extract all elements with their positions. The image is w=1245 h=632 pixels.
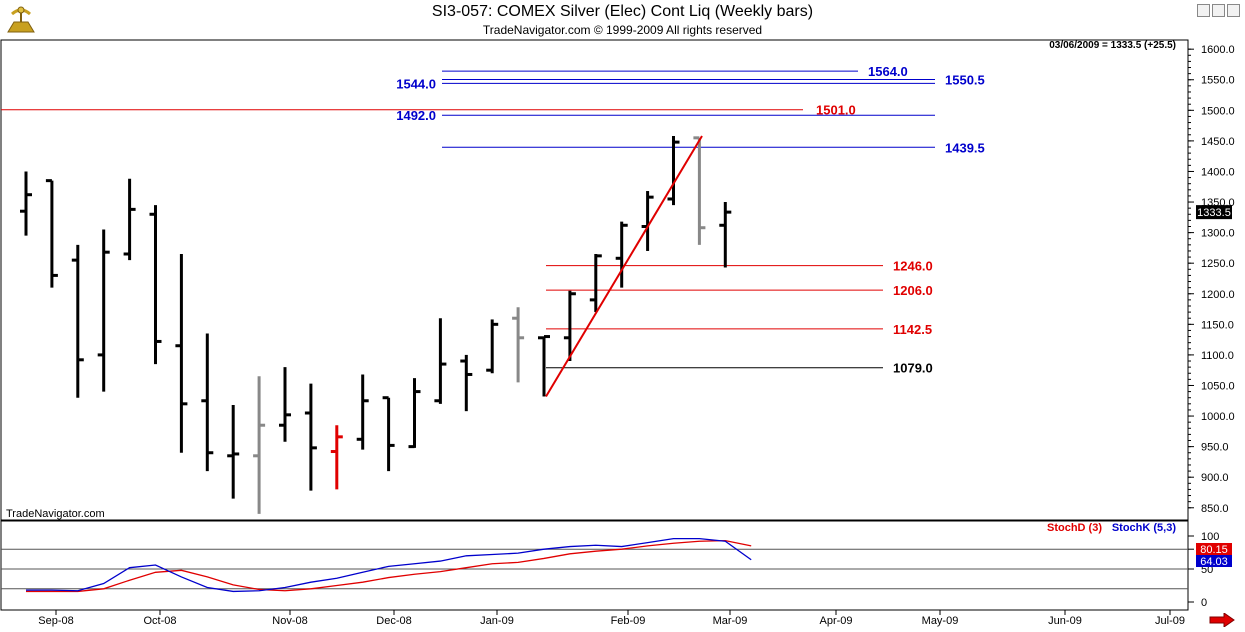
x-axis-label: Mar-09 [713, 615, 748, 627]
price-tick-label: 900.0 [1201, 472, 1229, 484]
stochastic-tick-label: 100 [1201, 531, 1219, 543]
price-tick-label: 1000.0 [1201, 411, 1235, 423]
stochastic-tick-label: 0 [1201, 597, 1207, 609]
price-tick-label: 1200.0 [1201, 289, 1235, 301]
chart-copyright: TradeNavigator.com © 1999-2009 All right… [482, 23, 763, 37]
stoch-k-value-box [1196, 555, 1232, 567]
stoch-d-value: 80.15 [1200, 544, 1228, 556]
price-tick-label: 850.0 [1201, 503, 1229, 515]
stochastic-series-line [26, 537, 752, 593]
x-axis-label: Sep-08 [38, 615, 73, 627]
scroll-right-arrow-icon[interactable] [1209, 612, 1235, 628]
level-label: 1439.5 [945, 140, 985, 155]
last-price-label: 1333.5 [1197, 207, 1231, 219]
stochastic-panel [0, 520, 1189, 611]
price-tick-label: 1250.0 [1201, 258, 1235, 270]
level-label: 1079.0 [893, 361, 933, 376]
level-label: 1501.0 [816, 103, 856, 118]
x-axis-label: Feb-09 [611, 615, 646, 627]
price-tick-label: 1500.0 [1201, 105, 1235, 117]
stoch-k-value: 64.03 [1200, 556, 1228, 568]
sextant-logo-icon [4, 4, 38, 36]
level-label: 1564.0 [868, 64, 908, 79]
legend-stoch-k: StochK (5,3) [1112, 522, 1177, 534]
minimize-button[interactable] [1197, 4, 1210, 17]
maximize-button[interactable] [1212, 4, 1225, 17]
price-tick-label: 1050.0 [1201, 380, 1235, 392]
stoch-d-value-box [1196, 543, 1232, 555]
date-readout: 03/06/2009 = 1333.5 (+25.5) [1049, 40, 1176, 51]
price-tick-label: 1150.0 [1201, 319, 1234, 331]
legend-stoch-d: StochD (3) [1047, 522, 1102, 534]
level-label: 1206.0 [893, 283, 933, 298]
x-axis-label: Jun-09 [1048, 615, 1082, 627]
x-axis-label: Oct-08 [143, 615, 176, 627]
chart-title: SI3-057: COMEX Silver (Elec) Cont Liq (W… [431, 3, 814, 20]
last-price-box [1196, 205, 1232, 220]
price-tick-label: 1550.0 [1201, 75, 1235, 87]
price-tick-label: 1600.0 [1201, 44, 1235, 56]
price-tick-label: 1400.0 [1201, 166, 1235, 178]
level-label: 1544.0 [396, 76, 436, 91]
x-axis-label: Apr-09 [819, 615, 852, 627]
x-axis-label: Dec-08 [376, 615, 411, 627]
price-tick-label: 1300.0 [1201, 228, 1235, 240]
level-label: 1550.5 [945, 72, 985, 87]
price-tick-label: 1450.0 [1201, 136, 1235, 148]
level-label: 1246.0 [893, 259, 933, 274]
stochastic-series-line [26, 539, 752, 593]
x-axis-label: May-09 [922, 615, 959, 627]
watermark-label: TradeNavigator.com [6, 508, 105, 520]
level-label: 1492.0 [396, 108, 436, 123]
close-button[interactable] [1227, 4, 1240, 17]
price-tick-label: 1100.0 [1201, 350, 1234, 362]
x-axis-label: Jan-09 [480, 615, 514, 627]
price-tick-label: 950.0 [1201, 442, 1229, 454]
trend-line [545, 135, 703, 397]
x-axis-label: Nov-08 [272, 615, 307, 627]
x-axis-label: Jul-09 [1155, 615, 1185, 627]
level-label: 1142.5 [893, 322, 932, 337]
